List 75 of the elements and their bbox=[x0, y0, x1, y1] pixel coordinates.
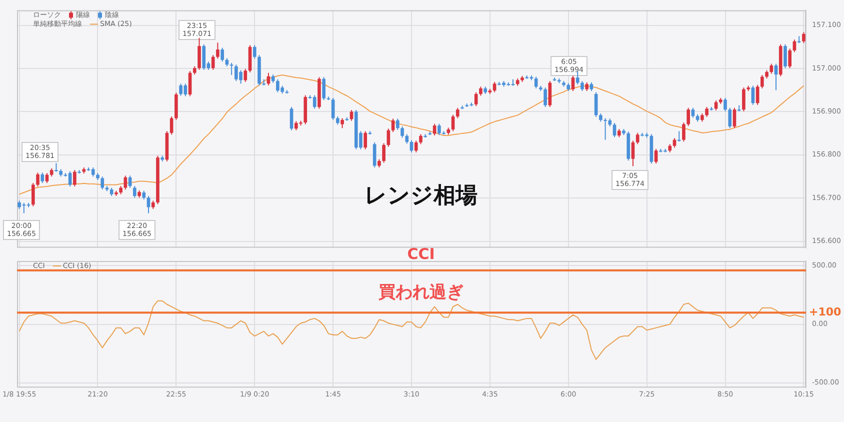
candlestick bbox=[340, 118, 344, 129]
candlestick bbox=[350, 109, 354, 122]
candlestick bbox=[290, 106, 294, 131]
candlestick bbox=[576, 70, 580, 86]
candlestick bbox=[45, 172, 49, 184]
candlestick bbox=[751, 85, 755, 106]
candlestick bbox=[73, 170, 76, 187]
candlestick bbox=[100, 176, 104, 190]
candlestick bbox=[544, 87, 547, 108]
candlestick bbox=[737, 104, 741, 112]
candlestick bbox=[216, 42, 220, 60]
candlestick bbox=[252, 44, 256, 60]
candlestick bbox=[672, 138, 676, 148]
candlestick bbox=[230, 62, 234, 76]
candlestick bbox=[432, 123, 436, 136]
annotation: CCI bbox=[407, 244, 435, 263]
annotation: レンジ相場 bbox=[364, 184, 478, 209]
candlestick bbox=[40, 172, 44, 184]
candlestick bbox=[322, 76, 326, 101]
candlestick bbox=[188, 70, 192, 97]
candlestick bbox=[474, 92, 478, 107]
candlestick bbox=[405, 134, 409, 144]
candlestick bbox=[682, 122, 686, 142]
candlestick bbox=[36, 172, 40, 187]
candlestick bbox=[202, 44, 206, 70]
candlestick bbox=[198, 37, 201, 70]
candlestick bbox=[364, 130, 368, 150]
ref-line-label: +100 bbox=[809, 305, 842, 318]
candlestick bbox=[414, 140, 418, 153]
candlestick bbox=[174, 92, 178, 120]
candlestick bbox=[705, 106, 708, 118]
candlestick bbox=[91, 166, 95, 178]
candlestick bbox=[760, 74, 764, 89]
candlestick bbox=[124, 175, 128, 190]
candlestick bbox=[451, 114, 455, 132]
candlestick bbox=[677, 130, 681, 142]
candlestick bbox=[594, 92, 598, 118]
candlestick bbox=[132, 186, 136, 198]
candlestick bbox=[382, 142, 386, 164]
candlestick bbox=[211, 54, 215, 70]
candlestick bbox=[372, 142, 376, 168]
candlestick bbox=[456, 107, 460, 119]
candlestick bbox=[400, 126, 404, 138]
candlestick bbox=[612, 122, 616, 138]
candlestick bbox=[686, 107, 690, 126]
candlestick bbox=[654, 148, 658, 164]
candlestick bbox=[742, 87, 746, 112]
candlestick bbox=[312, 94, 316, 110]
candlestick bbox=[220, 47, 224, 62]
candlestick bbox=[419, 134, 422, 145]
candlestick bbox=[580, 80, 584, 92]
candlestick bbox=[728, 107, 732, 129]
candlestick bbox=[479, 86, 482, 96]
candlestick bbox=[170, 116, 174, 136]
candlestick bbox=[724, 97, 727, 112]
candlestick bbox=[54, 162, 58, 172]
candlestick bbox=[770, 63, 774, 74]
candlestick bbox=[492, 81, 496, 93]
candlestick bbox=[636, 132, 640, 145]
candlestick bbox=[691, 107, 695, 118]
candlestick bbox=[244, 68, 248, 82]
annotation: 買われ過ぎ bbox=[378, 282, 464, 302]
candlestick bbox=[756, 84, 760, 106]
candlestick bbox=[331, 97, 335, 120]
candlestick bbox=[391, 118, 395, 133]
candlestick bbox=[788, 48, 792, 69]
candlestick bbox=[714, 100, 718, 111]
candlestick bbox=[396, 118, 400, 130]
candlestick bbox=[631, 140, 635, 167]
candlestick bbox=[732, 107, 736, 129]
candlestick bbox=[571, 75, 575, 92]
candlestick bbox=[31, 182, 35, 207]
candlestick bbox=[784, 44, 787, 69]
candlestick bbox=[146, 195, 150, 214]
candlestick bbox=[802, 32, 806, 44]
